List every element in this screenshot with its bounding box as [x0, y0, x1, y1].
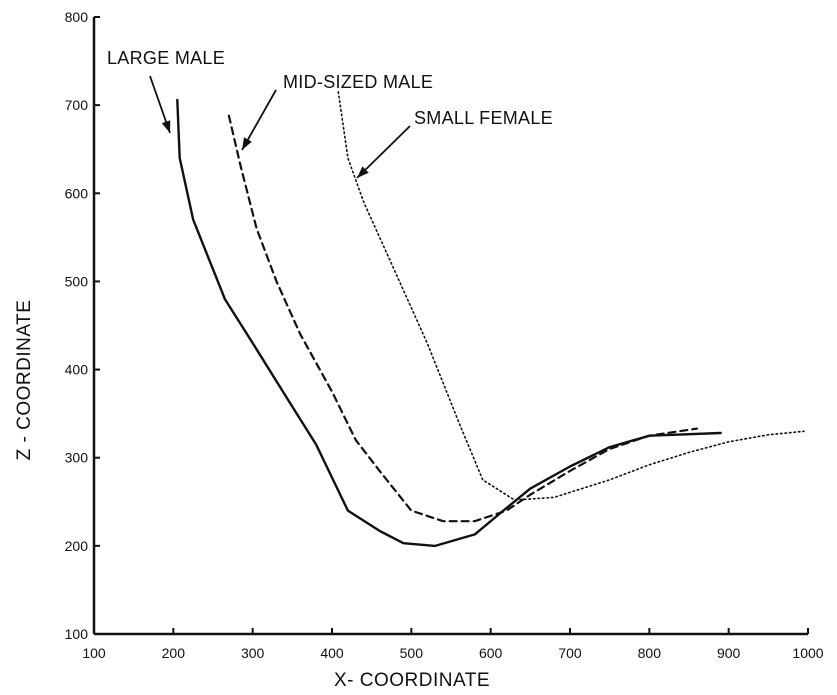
- series-line-mid-sized-male: [227, 114, 699, 523]
- x-tick-label: 400: [320, 645, 344, 661]
- y-tick-label: 800: [65, 9, 89, 25]
- series-label-mid-sized-male: MID-SIZED MALE: [283, 72, 433, 92]
- series-line-large-male: [176, 98, 722, 548]
- y-tick-label: 200: [65, 538, 89, 554]
- callout-arrowhead-large-male: [161, 120, 171, 133]
- x-tick-label: 500: [400, 645, 424, 661]
- series-layer: [176, 91, 805, 548]
- series-labels: LARGE MALE MID-SIZED MALE SMALL FEMALE: [107, 48, 553, 179]
- x-ticks: 100 200 300 400 500 600 700 800 900 1000: [82, 628, 824, 661]
- series-label-large-male: LARGE MALE: [107, 48, 225, 68]
- y-tick-label: 100: [65, 626, 89, 642]
- y-tick-label: 300: [65, 450, 89, 466]
- y-tick-label: 600: [65, 185, 89, 201]
- series-line-small-female: [337, 91, 805, 501]
- series-label-small-female: SMALL FEMALE: [414, 108, 553, 128]
- y-tick-label: 400: [65, 362, 89, 378]
- x-tick-label: 700: [558, 645, 582, 661]
- y-axis-title: Z - COORDINATE: [14, 300, 35, 461]
- callout-arrowhead-small-female: [357, 166, 369, 178]
- x-axis-title: X- COORDINATE: [334, 670, 490, 691]
- x-tick-label: 300: [241, 645, 265, 661]
- y-tick-label: 500: [65, 273, 89, 289]
- x-tick-label: 900: [717, 645, 741, 661]
- x-tick-label: 600: [479, 645, 503, 661]
- y-ticks: 100 200 300 400 500 600 700 800: [65, 9, 100, 642]
- x-tick-label: 800: [638, 645, 662, 661]
- x-tick-label: 100: [82, 645, 106, 661]
- x-tick-label: 1000: [792, 645, 823, 661]
- callout-arrowhead-mid-sized-male: [242, 137, 252, 150]
- x-tick-label: 200: [162, 645, 186, 661]
- y-tick-label: 700: [65, 97, 89, 113]
- callout-arrow-line-small-female: [356, 125, 411, 179]
